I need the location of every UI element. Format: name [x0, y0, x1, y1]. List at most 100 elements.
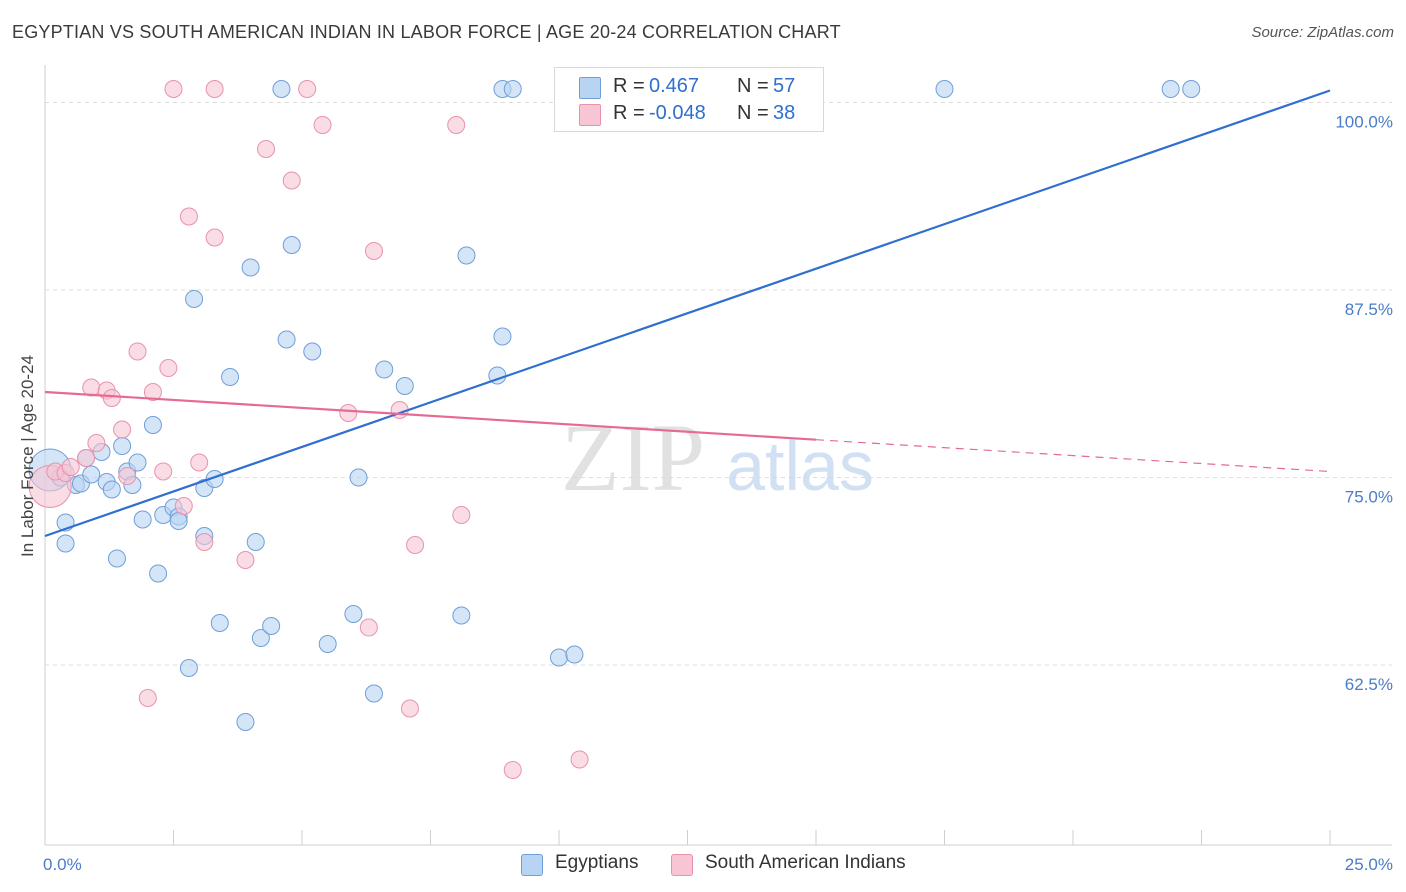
point-egyptians	[565, 645, 584, 664]
point-egyptians	[128, 453, 147, 472]
chart-title: EGYPTIAN VS SOUTH AMERICAN INDIAN IN LAB…	[12, 22, 841, 42]
point-egyptians	[375, 360, 394, 379]
point-egyptians	[303, 342, 322, 361]
point-south-american-indians	[190, 453, 209, 472]
x-tick-labels: 0.0% 25.0%	[43, 855, 1393, 874]
n-value: 38	[773, 102, 796, 124]
point-egyptians	[102, 480, 121, 499]
point-egyptians	[277, 330, 296, 349]
y-tick-label: 100.0%	[1335, 113, 1393, 132]
legend-swatch-south-american-indians	[671, 854, 693, 876]
point-south-american-indians	[87, 434, 106, 452]
point-south-american-indians	[174, 497, 193, 515]
point-egyptians	[221, 368, 240, 386]
point-egyptians	[349, 468, 368, 487]
point-south-american-indians	[406, 536, 425, 554]
point-egyptians	[149, 564, 168, 583]
point-south-american-indians	[205, 80, 224, 98]
point-south-american-indians	[400, 699, 419, 718]
point-egyptians	[344, 605, 363, 623]
point-south-american-indians	[102, 389, 121, 407]
point-egyptians	[133, 510, 152, 529]
point-egyptians	[56, 534, 75, 553]
grid-lines	[45, 102, 1392, 666]
legend-label-south-american-indians: South American Indians	[705, 852, 906, 873]
point-egyptians	[251, 629, 270, 647]
point-egyptians	[503, 80, 522, 98]
point-egyptians	[318, 635, 337, 653]
n-label: N =	[737, 102, 769, 124]
point-south-american-indians	[298, 80, 317, 98]
point-egyptians	[113, 437, 132, 455]
point-egyptians	[82, 465, 101, 484]
point-south-american-indians	[195, 533, 214, 551]
point-south-american-indians	[364, 242, 383, 260]
point-south-american-indians	[452, 506, 471, 524]
r-value: -0.048	[649, 102, 706, 124]
point-south-american-indians	[77, 449, 96, 467]
legend-label-egyptians: Egyptians	[555, 852, 639, 873]
n-label: N =	[737, 75, 769, 97]
trend-line-dashed-south-american-indians	[815, 439, 1331, 473]
point-egyptians	[1182, 80, 1201, 98]
point-south-american-indians	[61, 458, 80, 476]
x-tick-label: 0.0%	[43, 855, 82, 874]
point-egyptians	[457, 246, 476, 265]
point-egyptians	[550, 648, 568, 667]
point-egyptians	[272, 80, 291, 98]
point-egyptians	[452, 606, 471, 625]
point-south-american-indians	[154, 462, 173, 481]
point-south-american-indians	[128, 342, 147, 361]
point-egyptians	[169, 512, 188, 530]
point-egyptians	[246, 533, 265, 551]
point-south-american-indians	[113, 420, 132, 439]
n-value: 57	[773, 75, 796, 97]
data-points	[28, 80, 1201, 779]
swatch-south-american-indians	[579, 104, 601, 126]
point-egyptians	[236, 713, 255, 731]
point-egyptians	[107, 549, 126, 568]
point-egyptians	[935, 80, 954, 98]
trend-lines	[44, 89, 1331, 538]
point-south-american-indians	[570, 750, 589, 769]
y-tick-label: 75.0%	[1345, 488, 1393, 507]
point-south-american-indians	[447, 116, 466, 134]
point-south-american-indians	[359, 618, 378, 637]
point-south-american-indians	[282, 171, 301, 190]
point-egyptians	[179, 659, 198, 677]
trend-line-egyptians	[44, 89, 1331, 538]
point-south-american-indians	[503, 761, 522, 779]
x-tick-label: 25.0%	[1345, 855, 1393, 874]
watermark-zip: ZIP	[561, 404, 705, 511]
watermark: ZIP atlas	[561, 404, 874, 511]
y-tick-labels: 100.0% 87.5% 75.0% 62.5%	[1335, 113, 1393, 695]
point-egyptians	[364, 684, 383, 703]
point-egyptians	[241, 258, 260, 277]
swatch-egyptians	[579, 77, 601, 99]
point-south-american-indians	[179, 207, 198, 226]
series-legend: Egyptians South American Indians	[0, 852, 1406, 878]
point-egyptians	[395, 377, 414, 395]
y-axis-label: In Labor Force | Age 20-24	[18, 355, 37, 557]
point-south-american-indians	[159, 359, 178, 377]
point-egyptians	[1161, 80, 1180, 98]
point-south-american-indians	[236, 551, 255, 569]
legend-swatch-egyptians	[521, 854, 543, 876]
point-south-american-indians	[138, 689, 157, 707]
y-tick-label: 87.5%	[1345, 300, 1393, 319]
watermark-atlas: atlas	[726, 427, 874, 505]
point-south-american-indians	[143, 383, 162, 401]
stats-legend: R = 0.467 N = 57 R = -0.048 N = 38	[554, 67, 824, 132]
point-egyptians	[210, 614, 229, 632]
source-credit: Source: ZipAtlas.com	[1251, 24, 1394, 41]
point-south-american-indians	[205, 228, 224, 247]
y-tick-label: 62.5%	[1345, 675, 1393, 694]
point-south-american-indians	[257, 140, 276, 158]
point-egyptians	[262, 617, 281, 635]
point-egyptians	[493, 327, 512, 346]
r-label: R =	[613, 102, 645, 124]
point-egyptians	[282, 236, 301, 254]
r-label: R =	[613, 75, 645, 97]
point-south-american-indians	[164, 80, 183, 98]
